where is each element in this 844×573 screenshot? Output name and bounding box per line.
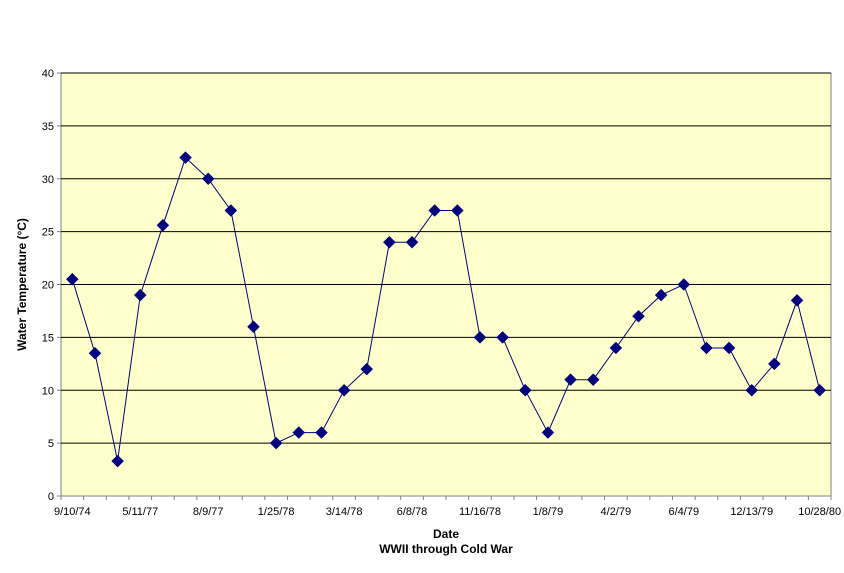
data-point (722, 341, 736, 355)
data-point (224, 204, 238, 217)
series-line (71, 156, 821, 462)
data-point (450, 204, 464, 217)
data-point (337, 383, 351, 397)
x-tick-label: 6/8/78 (397, 506, 428, 518)
data-point (745, 383, 759, 397)
y-tick-label: 35 (42, 121, 54, 133)
y-tick-label: 20 (42, 280, 54, 292)
y-axis-title: Water Temperature (°C) (15, 218, 29, 351)
gridlines (61, 72, 831, 444)
x-tick-label: 9/10/74 (54, 506, 91, 518)
data-point (405, 235, 419, 249)
y-tick-label: 25 (42, 227, 54, 239)
x-tick-label: 5/11/77 (122, 506, 158, 518)
x-tick-label: 1/8/79 (533, 506, 564, 518)
data-point (179, 151, 192, 164)
data-point (609, 341, 623, 355)
x-axis-title: Date (433, 527, 459, 541)
data-point (632, 309, 645, 323)
x-tick-label: 1/25/78 (258, 506, 295, 518)
data-point (813, 383, 827, 397)
data-point (768, 357, 781, 371)
y-axis-ticks: 0 5 10 15 20 25 30 35 40 (42, 68, 61, 503)
data-point (654, 288, 668, 302)
data-point (518, 383, 532, 397)
y-tick-label: 15 (42, 332, 54, 344)
data-point (496, 331, 509, 344)
data-point (383, 235, 396, 249)
x-tick-label: 10/28/80 (798, 506, 841, 518)
data-point (65, 272, 79, 286)
data-point (247, 320, 260, 334)
x-axis-subtitle: WWII through Cold War (379, 542, 513, 556)
data-point (790, 294, 804, 307)
series-water-temperature (65, 151, 827, 468)
y-tick-label: 30 (42, 174, 54, 186)
data-point (677, 278, 691, 291)
data-point (428, 204, 442, 217)
data-point (360, 362, 374, 376)
x-tick-label: 11/16/78 (459, 506, 501, 518)
x-axis-ticks: 9/10/74 5/11/77 8/9/77 1/25/78 3/14/78 6/8/78… (54, 496, 841, 518)
data-point (292, 426, 306, 439)
y-tick-label: 5 (48, 438, 54, 450)
data-point (586, 373, 600, 387)
y-tick-label: 10 (42, 385, 54, 397)
data-point (473, 331, 487, 344)
x-tick-label: 12/13/79 (730, 506, 773, 518)
x-tick-label: 8/9/77 (193, 506, 224, 518)
data-point (700, 341, 713, 355)
data-point (269, 436, 283, 450)
data-point (315, 426, 328, 439)
data-point (156, 218, 170, 232)
x-tick-label: 4/2/79 (601, 506, 632, 518)
x-tick-label: 3/14/78 (326, 506, 363, 518)
data-point (111, 454, 124, 468)
data-point (88, 346, 102, 360)
y-tick-label: 40 (42, 68, 54, 80)
data-point (564, 373, 577, 387)
y-tick-label: 0 (48, 491, 54, 503)
data-point (201, 172, 215, 186)
x-tick-label: 6/4/79 (668, 506, 699, 518)
data-point (133, 288, 147, 302)
data-point (541, 426, 555, 439)
